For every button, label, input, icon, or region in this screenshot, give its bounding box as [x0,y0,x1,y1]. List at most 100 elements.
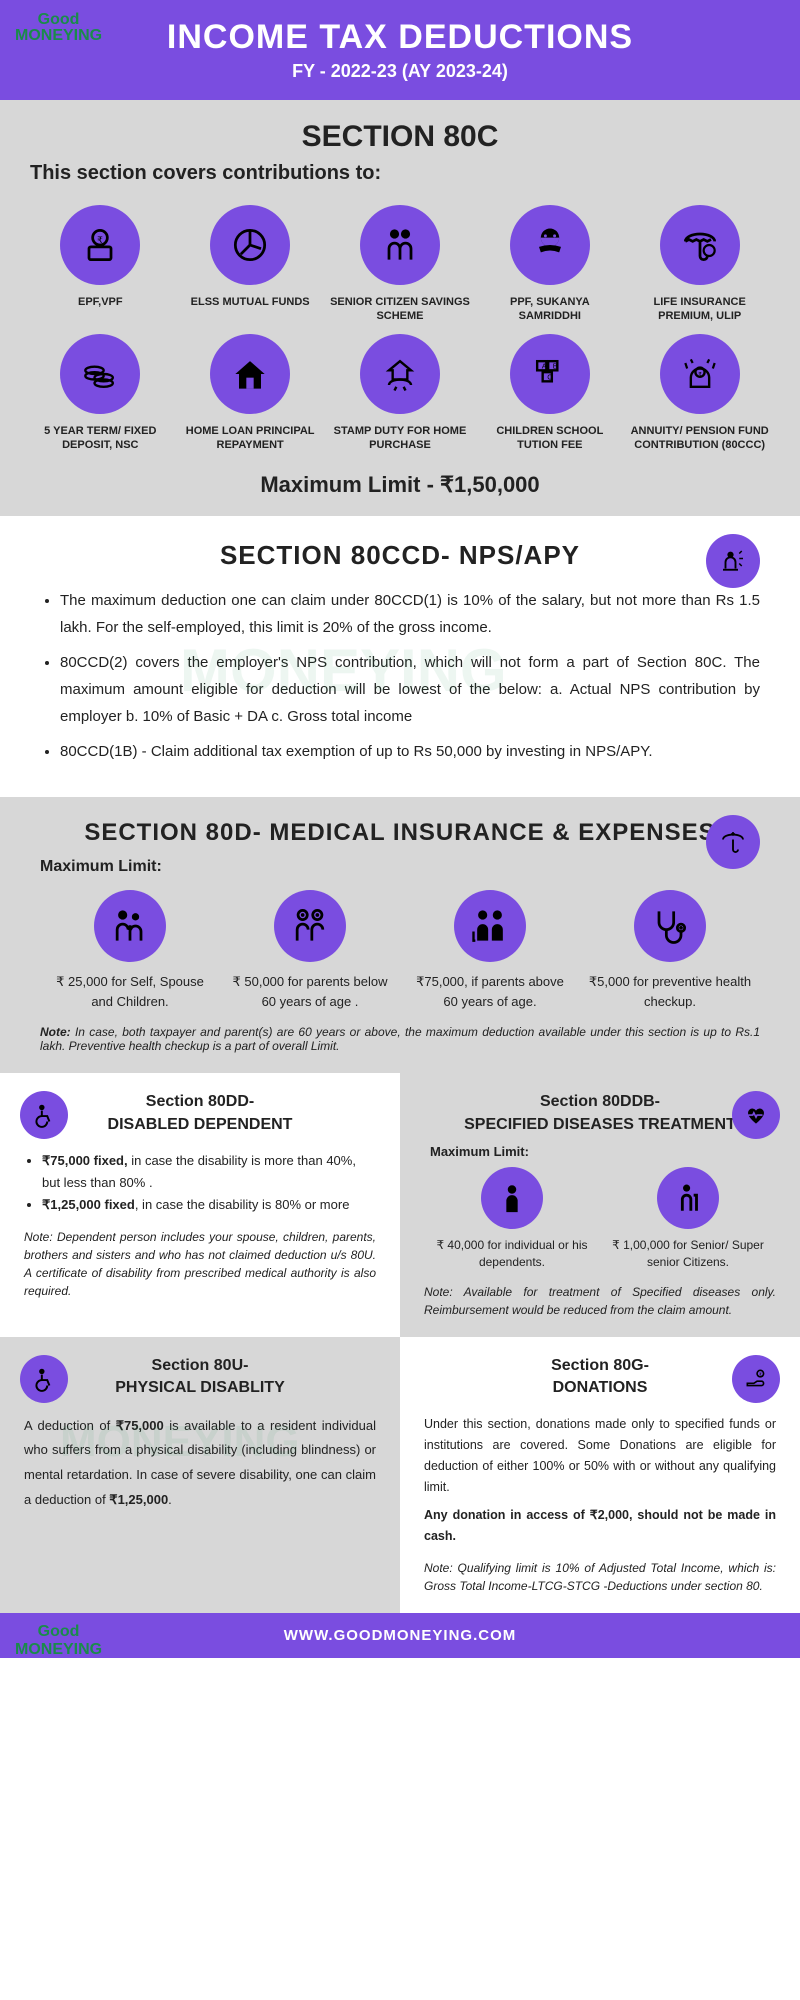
section-80c-grid: ₹ EPF,VPF ELSS MUTUAL FUNDS SENIOR CITIZE… [30,205,770,452]
section-80c-subtitle: This section covers contributions to: [30,162,770,185]
icon-label: EPF,VPF [78,295,123,309]
wheelchair-icon [20,1355,68,1403]
title-l2: DISABLED DEPENDENT [108,1116,293,1133]
fd-icon [60,334,140,414]
logo-line2: MONEYING [15,1641,102,1658]
icon-label: HOME LOAN PRINCIPAL REPAYMENT [180,424,321,453]
senior-person-icon [657,1167,719,1229]
header-banner: Good MONEYING INCOME TAX DEDUCTIONS FY -… [0,0,800,100]
b: ₹1,25,000 [109,1492,168,1507]
title-l1: Section 80G- [551,1357,649,1374]
icon-label: STAMP DUTY FOR HOME PURCHASE [330,424,471,453]
footer-banner: Good MONEYING WWW.GOODMONEYING.COM [0,1613,800,1658]
t: Under this section, donations made only … [424,1417,776,1495]
row-80dd-80ddb: Section 80DD- DISABLED DEPENDENT ₹75,000… [0,1073,800,1336]
icon-label: PPF, SUKANYA SAMRIDDHI [480,295,621,324]
section-80dd-title: Section 80DD- DISABLED DEPENDENT [24,1091,376,1136]
note-text: In case, both taxpayer and parent(s) are… [40,1025,760,1053]
section-80d-subtitle: Maximum Limit: [40,858,760,876]
insurance-icon [660,205,740,285]
logo-line2: MONEYING [15,27,102,44]
bullet-item: The maximum deduction one can claim unde… [60,587,760,641]
section-80ccd: MONEYING SECTION 80CCD- NPS/APY The maxi… [0,516,800,797]
row-80u-80g: MONEYING Section 80U- PHYSICAL DISABLITY… [0,1337,800,1613]
section-80g-title: Section 80G- DONATIONS [424,1355,776,1400]
svg-text:C: C [547,372,553,381]
school-icon: ABC [510,334,590,414]
logo-line1: Good [38,11,80,28]
b: ₹75,000 [116,1418,164,1433]
title-l2: DONATIONS [553,1379,648,1396]
family-icon [94,890,166,962]
section-80ddb-note: Note: Available for treatment of Specifi… [424,1283,776,1319]
section-80ddb-row: ₹ 40,000 for individual or his dependent… [424,1167,776,1271]
section-80d: SECTION 80D- MEDICAL INSURANCE & EXPENSE… [0,797,800,1073]
section-80c: SECTION 80C This section covers contribu… [0,100,800,516]
page-subtitle: FY - 2022-23 (AY 2023-24) [10,61,790,82]
senior-icon [360,205,440,285]
title-l1: Section 80DDB- [540,1093,660,1110]
icon-label: ELSS MUTUAL FUNDS [191,295,310,309]
item-text: ₹ 25,000 for Self, Spouse and Children. [47,972,213,1011]
svg-text:₹: ₹ [97,235,103,245]
section-80c-title: SECTION 80C [30,120,770,154]
section-80d-title: SECTION 80D- MEDICAL INSURANCE & EXPENSE… [40,817,760,848]
section-80g-note: Note: Qualifying limit is 10% of Adjuste… [424,1559,776,1595]
item-text: ₹ 1,00,000 for Senior/ Super senior Citi… [609,1237,767,1271]
t: A deduction of [24,1418,116,1433]
logo-line1: Good [38,1623,80,1640]
section-80d-note: Note: In case, both taxpayer and parent(… [40,1025,760,1053]
section-80g-para: Under this section, donations made only … [424,1414,776,1548]
senior-parents-icon [454,890,526,962]
section-80dd-note: Note: Dependent person includes your spo… [24,1228,376,1300]
section-80dd: Section 80DD- DISABLED DEPENDENT ₹75,000… [0,1073,400,1336]
section-80ddb: Section 80DDB- SPECIFIED DISEASES TREATM… [400,1073,800,1336]
brand-logo: Good MONEYING [15,12,102,44]
b: ₹75,000 fixed, [42,1153,128,1168]
section-80ddb-title: Section 80DDB- SPECIFIED DISEASES TREATM… [424,1091,776,1136]
item-text: ₹5,000 for preventive health checkup. [587,972,753,1011]
icon-label: CHILDREN SCHOOL TUTION FEE [480,424,621,453]
parents-icon [274,890,346,962]
title-l1: Section 80DD- [146,1093,254,1110]
bullet-item: ₹75,000 fixed, in case the disability is… [42,1150,376,1194]
icon-label: ANNUITY/ PENSION FUND CONTRIBUTION (80CC… [629,424,770,453]
section-80dd-bullets: ₹75,000 fixed, in case the disability is… [24,1150,376,1216]
title-l1: Section 80U- [152,1357,249,1374]
b: ₹1,25,000 fixed [42,1197,135,1212]
icon-label: LIFE INSURANCE PREMIUM, ULIP [629,295,770,324]
donation-icon: ₹ [732,1355,780,1403]
medical-icon [706,815,760,869]
svg-text:₹: ₹ [698,370,702,377]
ppf-icon [510,205,590,285]
section-80g: ₹ Section 80G- DONATIONS Under this sect… [400,1337,800,1613]
footer-site: WWW.GOODMONEYING.COM [14,1627,786,1644]
svg-text:A: A [542,361,547,370]
epf-icon: ₹ [60,205,140,285]
nps-icon [706,534,760,588]
t: . [168,1492,172,1507]
section-80c-limit: Maximum Limit - ₹1,50,000 [30,472,770,498]
checkup-icon [634,890,706,962]
bullet-item: ₹1,25,000 fixed, in case the disability … [42,1194,376,1216]
bullet-item: 80CCD(1B) - Claim additional tax exempti… [60,738,760,765]
footer-logo: Good MONEYING [15,1623,102,1659]
emph-text: Any donation in access of ₹2,000, should… [424,1505,776,1548]
section-80u-title: Section 80U- PHYSICAL DISABLITY [24,1355,376,1400]
t: , in case the disability is 80% or more [135,1197,350,1212]
title-l2: PHYSICAL DISABLITY [115,1379,285,1396]
elss-icon [210,205,290,285]
home-loan-icon [210,334,290,414]
section-80ccd-bullets: The maximum deduction one can claim unde… [40,587,760,765]
svg-text:B: B [553,361,558,370]
item-text: ₹ 40,000 for individual or his dependent… [433,1237,591,1271]
person-icon [481,1167,543,1229]
section-80u-para: A deduction of ₹75,000 is available to a… [24,1414,376,1513]
icon-label: SENIOR CITIZEN SAVINGS SCHEME [330,295,471,324]
section-80d-row: ₹ 25,000 for Self, Spouse and Children. … [40,890,760,1011]
svg-text:₹: ₹ [759,1372,762,1377]
note-label: Note: [40,1025,71,1039]
title-l2: SPECIFIED DISEASES TREATMENT [464,1116,736,1133]
page-title: INCOME TAX DEDUCTIONS [10,18,790,57]
pension-icon: ₹ [660,334,740,414]
